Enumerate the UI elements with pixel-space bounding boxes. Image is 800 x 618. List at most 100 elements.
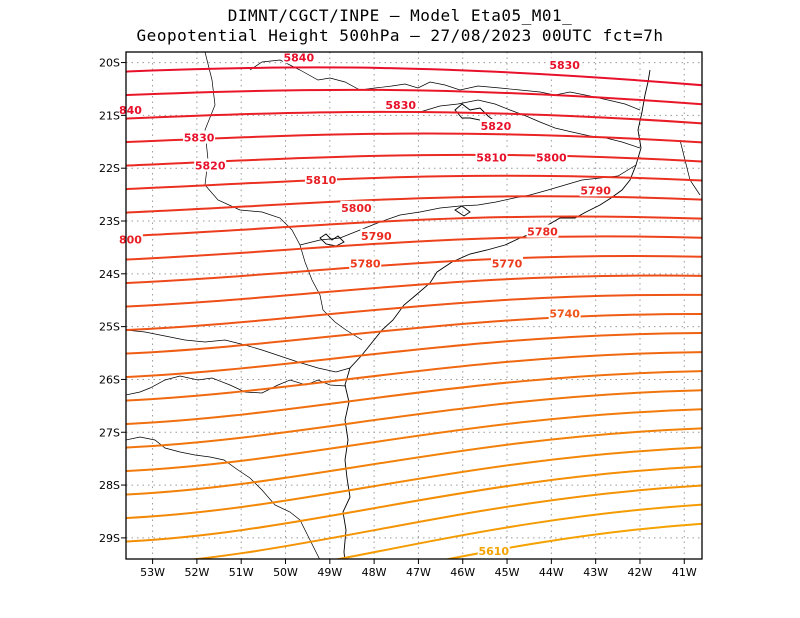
contour-label-text: 840 <box>119 104 142 117</box>
y-tick-label: 28S <box>99 479 120 492</box>
contour-label-halo <box>535 150 568 164</box>
contour-label: 5810 <box>304 172 337 187</box>
contour-label: 5810 <box>475 150 508 165</box>
contour-line <box>126 446 702 519</box>
contour-line <box>126 274 702 308</box>
contour-line <box>443 522 702 559</box>
contour-line <box>126 110 702 125</box>
contour-label-text: 5840 <box>283 51 314 64</box>
border-line <box>249 59 641 111</box>
y-tick-label: 29S <box>99 532 120 545</box>
contour-label-text: 5810 <box>306 174 337 187</box>
x-tick-label: 47W <box>406 566 431 579</box>
contour-label: 5820 <box>194 158 227 173</box>
x-tick-label: 44W <box>539 566 564 579</box>
contour-label: 5830 <box>548 58 581 72</box>
contour-line <box>126 427 702 496</box>
contour-labels: 5840 5830 5830 5820 840 5830 5820 5810 5800 5810 5… <box>117 50 612 558</box>
contour-label: 5830 <box>384 97 417 112</box>
contour-line <box>126 88 702 106</box>
contour-label-text: 5790 <box>361 230 392 243</box>
contour-line <box>126 351 702 402</box>
contour-label-halo <box>117 103 143 117</box>
contour-label-halo <box>477 544 510 558</box>
contour-label: 5790 <box>579 183 612 197</box>
contour-label-text: 5780 <box>350 257 381 270</box>
border-line <box>679 139 701 196</box>
contour-line <box>126 465 702 543</box>
contour-line <box>126 408 702 472</box>
contour-label-halo <box>340 200 373 214</box>
contour-label: 5780 <box>349 256 382 270</box>
x-tick-label: 42W <box>628 566 653 579</box>
x-tick-label: 43W <box>583 566 608 579</box>
chart-title-line1: DIMNT/CGCT/INPE – Model Eta05_M01_ <box>227 6 573 25</box>
contour-label-halo <box>548 58 581 72</box>
contour-line <box>126 235 702 261</box>
contour-line <box>126 313 702 355</box>
reservoir <box>454 205 471 217</box>
contour-label: 5780 <box>526 224 559 239</box>
border-line <box>126 436 320 559</box>
contour-label-halo <box>526 224 559 238</box>
x-tick-label: 45W <box>495 566 520 579</box>
contour-line <box>126 195 702 214</box>
contour-label-text: 5800 <box>536 152 567 165</box>
x-tick-label: 52W <box>184 566 209 579</box>
y-tick-label: 25S <box>99 321 120 334</box>
contour-label-text: 5830 <box>385 99 416 112</box>
x-tick-label: 51W <box>229 566 254 579</box>
contour-label-text: 5800 <box>341 202 372 215</box>
contour-line <box>126 255 702 285</box>
contour-label-text: 5740 <box>549 307 580 320</box>
y-tick-label: 24S <box>99 268 120 281</box>
contour-line <box>126 332 702 379</box>
contour-label: 5790 <box>360 228 393 243</box>
contour-label: 5840 <box>282 50 315 64</box>
y-tick-label: 23S <box>99 215 120 228</box>
x-tick-label: 49W <box>317 566 342 579</box>
border-line <box>419 99 641 149</box>
x-tick-label: 50W <box>273 566 298 579</box>
contour-label-halo <box>384 97 417 111</box>
contour-label-halo <box>360 228 393 242</box>
contour-label-text: 800 <box>119 233 142 246</box>
contour-label-halo <box>304 172 337 186</box>
contour-label-text: 5830 <box>549 59 580 72</box>
contour-label: 5830 <box>183 130 216 145</box>
y-tick-label: 21S <box>99 109 120 122</box>
contour-label-halo <box>183 130 216 144</box>
y-tick-label: 20S <box>99 57 120 70</box>
contour-line <box>334 503 702 559</box>
contour-label-halo <box>194 158 227 172</box>
contour-line <box>126 66 702 87</box>
contour-label: 5820 <box>479 118 512 133</box>
contour-label: 5800 <box>340 200 373 215</box>
contour-line <box>126 389 702 449</box>
contour-lines <box>126 66 702 559</box>
axis-ticks: 53W 52W 51W 50W 49W 48W 47W 46W 45W 44W 43W 42W 41W 2… <box>99 57 697 579</box>
reservoir <box>319 233 345 247</box>
contour-label-text: 5770 <box>492 257 523 270</box>
x-tick-label: 46W <box>450 566 475 579</box>
contour-label-halo <box>117 232 143 246</box>
contour-label-halo <box>282 50 315 64</box>
y-tick-label: 27S <box>99 426 120 439</box>
contour-line <box>188 484 702 559</box>
y-tick-label: 26S <box>99 373 120 386</box>
contour-line <box>126 370 702 426</box>
contour-line <box>126 153 702 167</box>
x-tick-label: 48W <box>362 566 387 579</box>
contour-label-text: 5780 <box>527 226 558 239</box>
x-tick-label: 41W <box>672 566 697 579</box>
contour-label-text: 5820 <box>195 160 226 173</box>
contour-label-halo <box>479 118 512 132</box>
chart-title-line2: Geopotential Height 500hPa – 27/08/2023 … <box>136 26 664 45</box>
border-line <box>299 164 637 246</box>
contour-label: 800 <box>117 232 143 246</box>
contour-label-text: 5810 <box>476 152 507 165</box>
graticule-grid <box>126 52 702 559</box>
contour-line <box>126 215 702 238</box>
y-tick-label: 22S <box>99 162 120 175</box>
contour-line <box>126 293 702 332</box>
